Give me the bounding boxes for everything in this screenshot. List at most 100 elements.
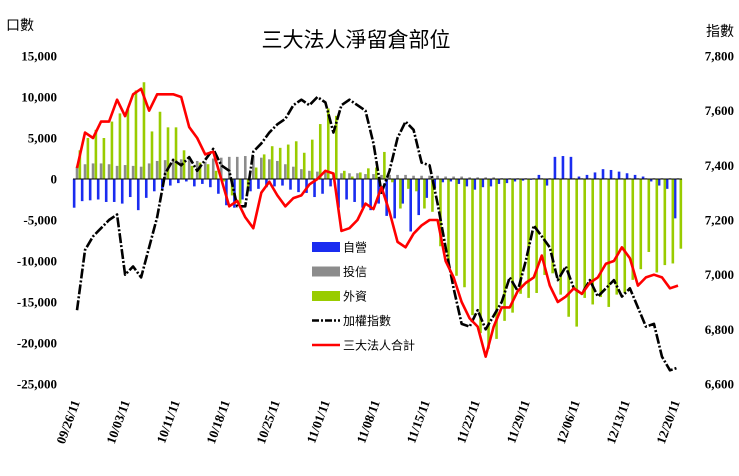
bar-外資-68 <box>623 179 627 293</box>
bar-外資-72 <box>655 179 659 273</box>
y-left-tick-4: -5,000 <box>23 213 57 228</box>
bar-外資-35 <box>359 172 362 179</box>
bar-外資-0 <box>78 150 82 179</box>
bar-自營-56 <box>521 179 525 181</box>
x-tick-label-9: 11/29/11 <box>503 398 532 445</box>
bar-自營-58 <box>537 174 541 179</box>
x-tick-label-7: 11/15/11 <box>403 398 432 445</box>
bar-自營-22 <box>249 179 252 192</box>
bar-投信-22 <box>252 156 255 179</box>
bar-外資-16 <box>206 164 210 179</box>
y-left-tick-3: 0 <box>51 172 58 187</box>
y-left-tick-7: -20,000 <box>17 336 57 351</box>
bar-投信-48 <box>460 176 463 179</box>
bar-自營-40 <box>393 179 396 219</box>
bar-外資-61 <box>567 179 570 317</box>
bar-外資-75 <box>679 179 683 249</box>
bar-自營-64 <box>585 174 589 179</box>
bar-自營-55 <box>513 179 517 182</box>
bar-投信-13 <box>179 159 183 179</box>
bar-自營-2 <box>88 179 92 201</box>
bar-外資-64 <box>591 179 595 305</box>
bar-外資-60 <box>559 179 562 295</box>
x-tick-label-4: 10/25/11 <box>253 398 283 446</box>
bar-外資-39 <box>391 179 394 183</box>
bar-自營-32 <box>329 179 332 187</box>
bar-外資-4 <box>110 121 114 179</box>
bar-投信-38 <box>380 174 383 179</box>
bar-投信-40 <box>396 174 399 179</box>
bar-外資-3 <box>102 138 106 179</box>
x-tick-label-12: 12/20/11 <box>653 398 683 446</box>
series-line-三大法人合計 <box>75 87 679 358</box>
bar-投信-17 <box>211 158 215 179</box>
bar-外資-37 <box>375 167 378 179</box>
legend-label-1: 投信 <box>343 264 367 279</box>
bar-外資-22 <box>254 167 258 179</box>
bar-自營-66 <box>601 169 605 179</box>
bar-自營-10 <box>152 179 156 192</box>
y-left-ticks: 15,000 10,000 5,000 0 -5,000 -10,000 -15,000 -2… <box>17 49 57 392</box>
bar-投信-37 <box>372 174 375 179</box>
bar-外資-74 <box>671 179 675 264</box>
bar-自營-62 <box>569 156 573 179</box>
bar-自營-34 <box>345 179 348 200</box>
bar-外資-25 <box>278 147 282 179</box>
bar-投信-7 <box>131 165 135 179</box>
bar-自營-31 <box>321 179 324 194</box>
bar-投信-28 <box>300 169 303 179</box>
y-right-ticks: 7,800 7,600 7,400 7,200 7,000 6,800 6,600 <box>705 49 734 392</box>
bar-外資-47 <box>455 179 458 276</box>
bar-自營-3 <box>96 179 100 200</box>
chart-title: 三大法人淨留倉部位 <box>262 28 451 52</box>
bar-投信-23 <box>260 157 263 179</box>
bar-外資-2 <box>94 129 98 179</box>
bar-投信-36 <box>364 174 367 179</box>
bar-投信-10 <box>155 160 159 179</box>
x-tick-label-0: 09/26/11 <box>53 398 83 446</box>
bar-自營-59 <box>545 179 549 186</box>
x-tick-label-3: 10/18/11 <box>203 398 233 446</box>
bar-外資-8 <box>142 82 146 179</box>
x-tick-label-10: 12/06/11 <box>553 398 583 446</box>
x-tick-label-6: 11/08/11 <box>353 398 382 445</box>
bar-外資-26 <box>286 144 290 179</box>
y-left-label: 口數 <box>6 18 34 34</box>
bar-外資-41 <box>407 179 410 189</box>
y-right-tick-4: 7,000 <box>705 267 734 282</box>
bar-投信-24 <box>268 159 271 179</box>
bar-自營-75 <box>673 179 677 219</box>
bar-外資-20 <box>238 179 242 204</box>
bar-外資-36 <box>367 168 370 179</box>
bar-外資-27 <box>294 141 298 179</box>
x-tick-labels: 09/26/11 10/03/11 10/11/11 10/18/11 10/25/11… <box>53 398 683 446</box>
bar-投信-25 <box>276 160 279 179</box>
bar-自營-68 <box>617 171 621 179</box>
bar-自營-46 <box>441 179 445 183</box>
bar-外資-70 <box>639 179 643 270</box>
x-tick-label-8: 11/22/11 <box>453 398 482 445</box>
bar-自營-72 <box>649 179 653 182</box>
bar-投信-34 <box>348 173 351 179</box>
bar-自營-61 <box>561 156 565 179</box>
bar-投信-21 <box>243 156 247 179</box>
bar-外資-18 <box>222 179 226 182</box>
bar-投信-46 <box>444 176 447 179</box>
bar-自營-29 <box>305 179 308 193</box>
bar-自營-41 <box>401 179 404 204</box>
bar-投信-9 <box>147 163 151 179</box>
bar-投信-0 <box>75 166 79 179</box>
bar-自營-67 <box>609 169 613 179</box>
y-right-tick-6: 6,600 <box>705 377 734 392</box>
y-right-tick-1: 7,600 <box>705 103 734 118</box>
bar-自營-44 <box>425 179 429 198</box>
bar-自營-1 <box>80 179 84 202</box>
bar-自營-16 <box>201 179 204 184</box>
bar-投信-19 <box>227 156 231 179</box>
bar-外資-53 <box>503 179 506 321</box>
bar-投信-8 <box>139 166 143 179</box>
bar-外資-12 <box>174 127 178 179</box>
bar-投信-50 <box>476 177 479 179</box>
bar-外資-30 <box>318 124 322 179</box>
